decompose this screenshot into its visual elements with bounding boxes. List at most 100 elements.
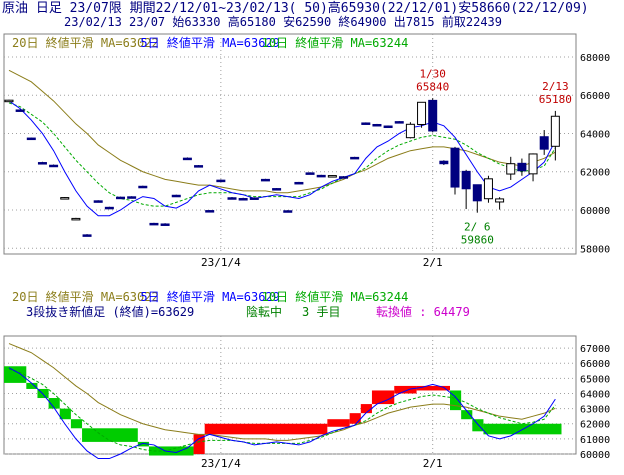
annotation-price: 59860 <box>461 234 494 247</box>
candle-body <box>116 196 125 200</box>
header-lastbar-line: 23/02/13 23/07 始63330 高65180 安62590 終649… <box>64 15 503 29</box>
candle-body <box>372 123 382 127</box>
legend-entry: 5日 終値平滑 MA=63629 <box>140 289 279 304</box>
candle-body <box>361 122 371 125</box>
tlb-brick <box>416 385 450 391</box>
y-tick-label: 58000 <box>580 244 610 255</box>
tlb-brick <box>394 385 417 394</box>
candle-body <box>171 194 181 198</box>
candle-body <box>138 185 148 189</box>
candle-body <box>160 223 170 226</box>
candle-body <box>350 156 360 160</box>
tlb-reversal: 転換値 : 64479 <box>376 304 470 319</box>
candle-body <box>327 175 337 178</box>
candle-body <box>82 234 92 237</box>
candle-body <box>249 197 259 200</box>
candle-body <box>550 115 560 147</box>
x-tick-label: 23/1/4 <box>201 256 241 269</box>
candle-body <box>439 160 449 165</box>
tlb-brick <box>82 428 138 442</box>
tlb-brick <box>48 398 60 409</box>
legend-entry: 10日 終値平滑 MA=63244 <box>262 289 409 304</box>
tlb-brick <box>59 408 71 420</box>
candle-body <box>539 136 549 150</box>
candle-body <box>417 101 427 125</box>
ma20-line <box>8 69 556 194</box>
tlb-brick <box>450 390 462 411</box>
candle-body <box>227 197 237 200</box>
candle-body <box>216 179 226 183</box>
candle-body <box>461 170 471 190</box>
x-tick-label: 23/1/4 <box>201 457 241 470</box>
x-tick-label: 2/1 <box>423 256 443 269</box>
candle-body <box>517 162 527 172</box>
tlb-brick <box>26 382 38 389</box>
candle-body <box>405 123 415 139</box>
annotation-date: 2/ 6 <box>464 221 491 234</box>
y-tick-label: 65000 <box>580 374 610 385</box>
candle-body <box>383 125 393 129</box>
candle-body <box>339 176 348 179</box>
annotation-date: 2/13 <box>542 80 569 93</box>
ma20-line <box>8 343 556 441</box>
candle-body <box>472 184 482 202</box>
candle-body <box>205 210 215 213</box>
tlb-count: 3 手目 <box>302 305 340 319</box>
y-tick-label: 62000 <box>580 168 610 179</box>
tlb-brick <box>349 413 361 424</box>
candle-body <box>294 181 304 185</box>
candle-body <box>93 200 103 203</box>
y-tick-label: 68000 <box>580 53 610 64</box>
annotation-price: 65180 <box>539 93 572 106</box>
candle-body <box>272 188 282 191</box>
candle-body <box>506 163 516 175</box>
y-tick-label: 60000 <box>580 206 610 217</box>
candle-body <box>104 206 114 210</box>
y-tick-label: 67000 <box>580 344 610 355</box>
tlb-brick <box>204 423 328 435</box>
candle-body <box>127 196 137 199</box>
y-tick-label: 62000 <box>580 420 610 431</box>
candle-body <box>495 198 505 203</box>
ma10-line <box>8 102 556 207</box>
candle-body <box>316 174 326 178</box>
header-summary-line: 原油 日足 23/07限 期間22/12/01~23/02/13( 50)高65… <box>2 1 589 16</box>
tlb-brick <box>148 446 194 456</box>
candle-body <box>26 137 36 141</box>
candle-body <box>283 210 293 213</box>
tlb-close-info: 3段抜き新値足 (終値)=63629 <box>26 304 194 319</box>
ma5-line <box>8 100 556 217</box>
candle-body <box>71 217 81 221</box>
tlb-brick <box>327 419 350 427</box>
candle-body <box>483 178 493 200</box>
ma5-line <box>8 367 556 460</box>
y-tick-label: 64000 <box>580 389 610 400</box>
candle-body <box>194 165 204 168</box>
candle-body <box>450 147 460 188</box>
tlb-brick <box>193 434 205 454</box>
tlb-brick <box>70 419 83 429</box>
candle-body <box>15 109 25 112</box>
plot-area <box>3 33 577 255</box>
legend-entry: 20日 終値平滑 MA=63022 <box>12 35 159 50</box>
candle-body <box>428 99 438 132</box>
candle-body <box>528 153 538 175</box>
y-tick-label: 66000 <box>580 91 610 102</box>
tlb-brick <box>371 390 395 405</box>
candle-body <box>49 164 59 168</box>
tlb-brick <box>137 441 149 447</box>
tlb-brick <box>461 410 473 420</box>
candle-body <box>37 162 47 165</box>
candle-body <box>394 121 404 124</box>
y-tick-label: 64000 <box>580 129 610 140</box>
candlestick-chart: 58000 60000 62000 64000 66000 68000 23/1/4 2/1 2… <box>3 33 610 269</box>
annotation-date: 1/30 <box>419 67 446 80</box>
x-tick-label: 2/1 <box>423 457 443 470</box>
ma10-line <box>8 368 556 452</box>
candle-body <box>182 157 192 161</box>
legend-entry: 5日 終値平滑 MA=63629 <box>140 35 279 50</box>
candle-body <box>305 172 315 175</box>
tlb-brick <box>4 366 27 383</box>
legend-entry: 20日 終値平滑 MA=63022 <box>12 289 159 304</box>
y-tick-label: 61000 <box>580 435 610 446</box>
